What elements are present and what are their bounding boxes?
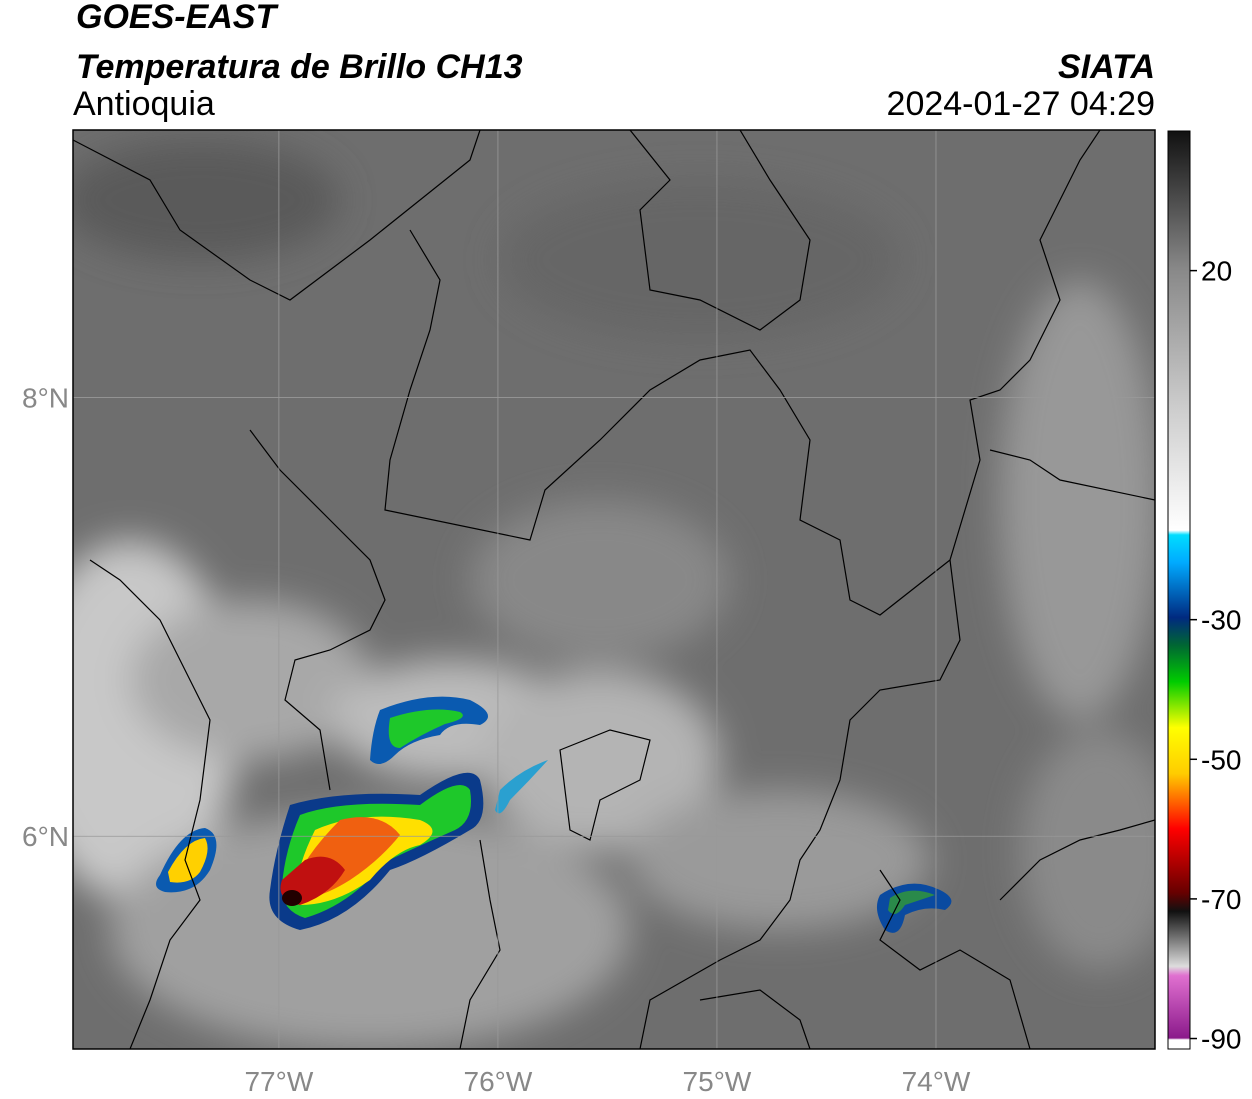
storm-cells xyxy=(156,696,952,933)
colorbar-tick-label: -90 xyxy=(1201,1024,1241,1055)
boundaries xyxy=(73,130,1155,1049)
y-tick-label: 8°N xyxy=(22,383,69,414)
x-tick-label: 75°W xyxy=(683,1066,752,1097)
satellite-image xyxy=(73,130,1155,1049)
region: Antioquia xyxy=(73,85,215,123)
colorbar-ticks: 20 -30 -50 -70 -90 xyxy=(1190,256,1241,1055)
x-tick-label: 77°W xyxy=(244,1066,313,1097)
colorbar-tick-label: -30 xyxy=(1201,605,1241,636)
colorbar-tick-label: -50 xyxy=(1201,744,1241,775)
product: Temperatura de Brillo CH13 xyxy=(76,48,523,86)
y-tick-label: 6°N xyxy=(22,821,69,852)
x-tick-label: 76°W xyxy=(464,1066,533,1097)
x-tick-label: 74°W xyxy=(902,1066,971,1097)
colorbar-tick-label: -70 xyxy=(1201,884,1241,915)
colorbar-tick-label: 20 xyxy=(1201,256,1232,287)
datetime: 2024-01-27 04:29 xyxy=(887,85,1155,123)
graticule xyxy=(73,130,1155,1049)
map-frame xyxy=(72,129,1156,1050)
agency: SIATA xyxy=(1058,48,1155,86)
map-ticks: 77°W 76°W 75°W 74°W 6°N 8°N xyxy=(22,383,971,1097)
colorbar xyxy=(1167,130,1191,1050)
satellite: GOES-EAST xyxy=(76,0,279,36)
